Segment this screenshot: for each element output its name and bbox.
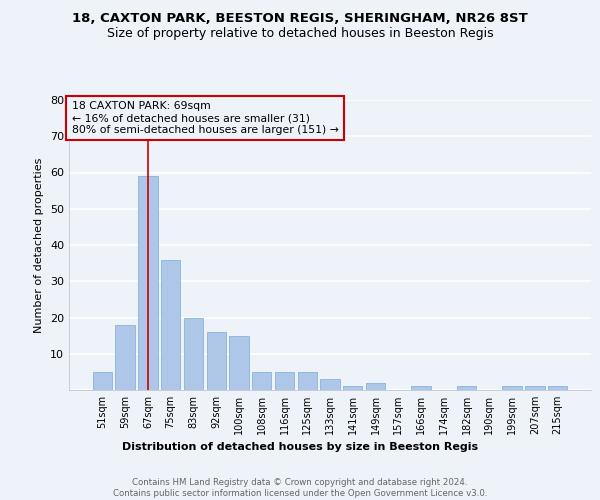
Bar bbox=[412, 386, 431, 390]
Bar bbox=[343, 386, 362, 390]
Bar bbox=[320, 379, 340, 390]
Bar bbox=[115, 325, 135, 390]
Bar bbox=[229, 336, 248, 390]
Text: 18, CAXTON PARK, BEESTON REGIS, SHERINGHAM, NR26 8ST: 18, CAXTON PARK, BEESTON REGIS, SHERINGH… bbox=[72, 12, 528, 26]
Bar bbox=[184, 318, 203, 390]
Bar bbox=[457, 386, 476, 390]
Bar bbox=[206, 332, 226, 390]
Text: 18 CAXTON PARK: 69sqm
← 16% of detached houses are smaller (31)
80% of semi-deta: 18 CAXTON PARK: 69sqm ← 16% of detached … bbox=[71, 102, 338, 134]
Text: Size of property relative to detached houses in Beeston Regis: Size of property relative to detached ho… bbox=[107, 28, 493, 40]
Bar bbox=[138, 176, 158, 390]
Bar bbox=[298, 372, 317, 390]
Bar bbox=[502, 386, 522, 390]
Bar bbox=[93, 372, 112, 390]
Bar bbox=[525, 386, 545, 390]
Bar bbox=[366, 383, 385, 390]
Bar bbox=[548, 386, 567, 390]
Y-axis label: Number of detached properties: Number of detached properties bbox=[34, 158, 44, 332]
Bar bbox=[161, 260, 181, 390]
Bar bbox=[252, 372, 271, 390]
Bar bbox=[275, 372, 294, 390]
Text: Distribution of detached houses by size in Beeston Regis: Distribution of detached houses by size … bbox=[122, 442, 478, 452]
Text: Contains HM Land Registry data © Crown copyright and database right 2024.
Contai: Contains HM Land Registry data © Crown c… bbox=[113, 478, 487, 498]
